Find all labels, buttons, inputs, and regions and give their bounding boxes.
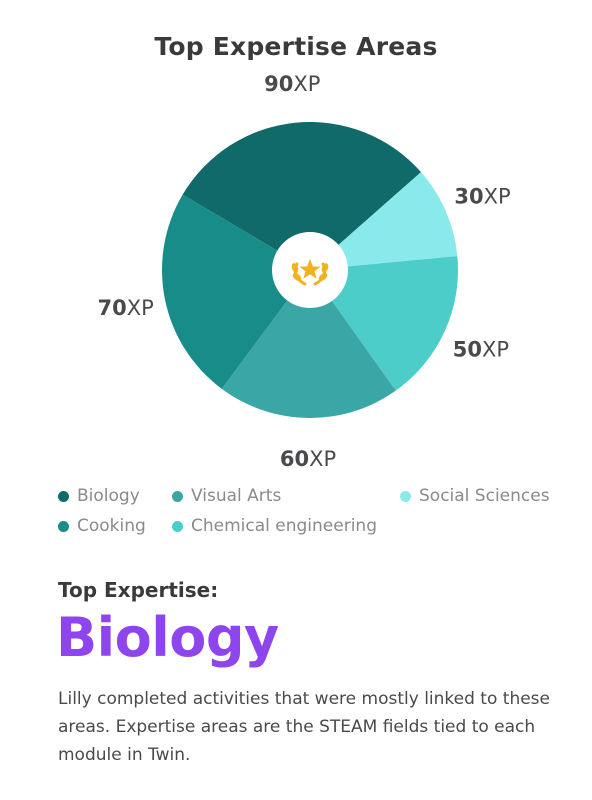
legend-swatch [58, 520, 69, 532]
slice-value-label-biology: 90XP [264, 72, 320, 96]
pie-slice-biology [182, 121, 422, 270]
pie-slice-visual-arts [221, 270, 396, 419]
slice-value-label-chemical-engineering: 50XP [453, 337, 509, 361]
pie-slice-chemical-engineering [310, 256, 458, 391]
legend-item-social-sciences: Social Sciences [400, 486, 550, 506]
legend-item-cooking: Cooking [58, 516, 146, 536]
pie-chart: 90XP 30XP 50XP 60XP 70XP [98, 72, 511, 470]
top-expertise-value: Biology [56, 606, 279, 669]
legend-label: Visual Arts [191, 486, 282, 506]
legend-swatch [58, 490, 69, 502]
legend-label: Biology [77, 486, 140, 506]
legend-item-visual-arts: Visual Arts [172, 486, 281, 506]
legend-item-biology: Biology [58, 486, 140, 506]
expertise-description: Lilly completed activities that were mos… [58, 689, 550, 765]
chart-title: Top Expertise Areas [154, 32, 438, 61]
legend-item-chemical-engineering: Chemical engineering [172, 516, 377, 536]
legend-label: Cooking [77, 516, 146, 536]
slice-value-label-visual-arts: 60XP [280, 447, 336, 470]
laurel-star-icon [291, 259, 329, 286]
pie-slice-social-sciences [310, 172, 458, 270]
legend-label: Social Sciences [419, 486, 550, 506]
slice-value-label-social-sciences: 30XP [454, 184, 510, 208]
legend-swatch [172, 520, 183, 532]
legend-label: Chemical engineering [191, 516, 377, 536]
top-expertise-heading: Top Expertise: [58, 578, 219, 602]
legend-swatch [400, 490, 411, 502]
legend-swatch [172, 490, 183, 502]
slice-value-label-cooking: 70XP [98, 296, 154, 320]
pie-slice-cooking [161, 194, 310, 389]
